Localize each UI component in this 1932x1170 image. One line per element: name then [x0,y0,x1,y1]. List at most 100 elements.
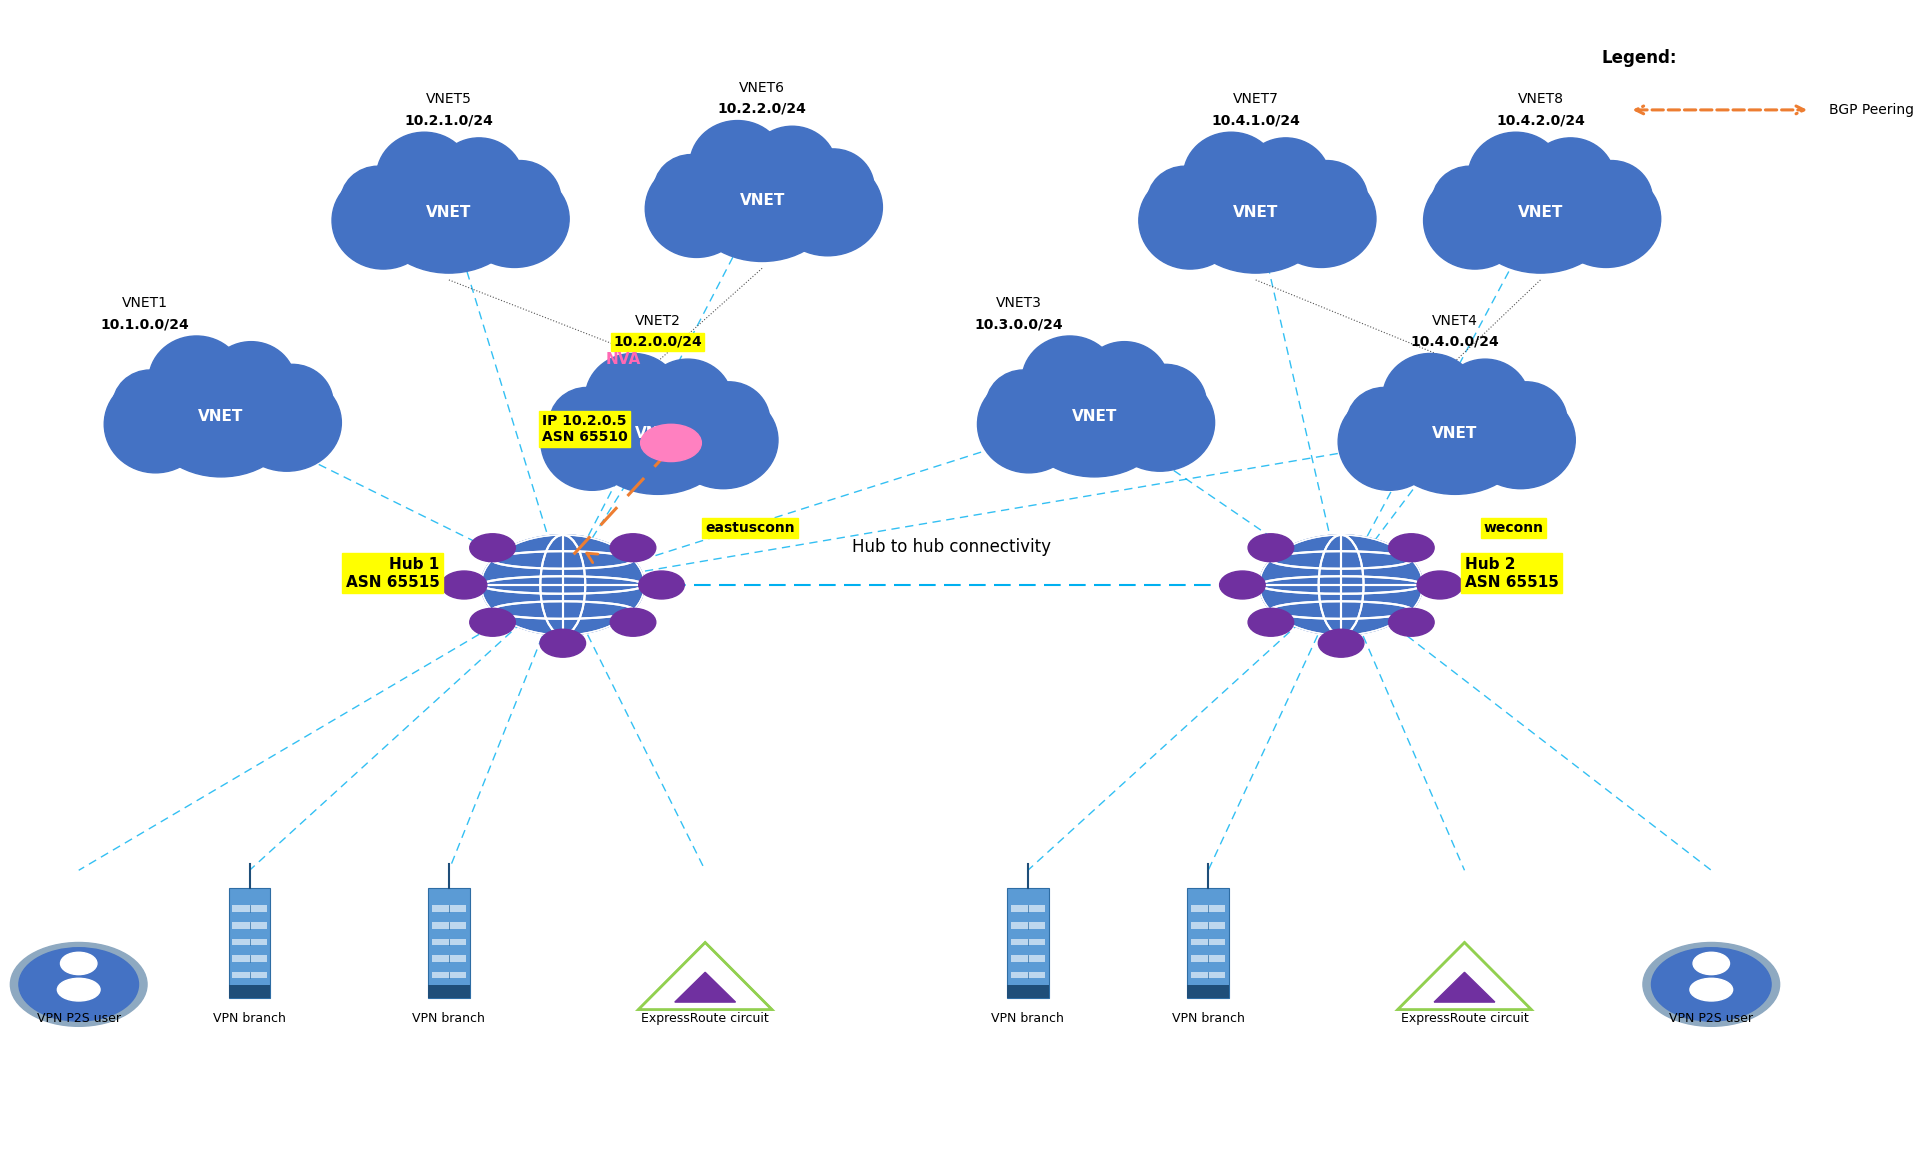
Circle shape [1652,948,1772,1021]
Text: VNET: VNET [1233,205,1279,220]
Ellipse shape [1690,978,1733,1002]
Ellipse shape [1347,387,1422,460]
Circle shape [60,952,97,975]
Circle shape [469,534,516,562]
Ellipse shape [690,121,784,209]
FancyBboxPatch shape [433,955,466,962]
Text: ExpressRoute circuit: ExpressRoute circuit [1401,1012,1528,1025]
Circle shape [1389,534,1434,562]
Ellipse shape [1124,364,1206,442]
Ellipse shape [435,138,524,222]
Ellipse shape [643,359,732,443]
Ellipse shape [688,140,837,261]
Text: 10.3.0.0/24: 10.3.0.0/24 [974,317,1063,331]
Text: VNET4: VNET4 [1432,314,1478,328]
Ellipse shape [773,159,883,256]
Ellipse shape [251,364,332,442]
Ellipse shape [1571,160,1652,239]
FancyBboxPatch shape [232,938,267,945]
Text: VNET: VNET [199,408,243,424]
Circle shape [541,629,585,658]
Circle shape [469,608,516,636]
Text: 10.1.0.0/24: 10.1.0.0/24 [100,317,189,331]
FancyBboxPatch shape [232,906,267,913]
Circle shape [1318,629,1364,658]
FancyBboxPatch shape [429,985,469,998]
Ellipse shape [549,387,624,460]
FancyBboxPatch shape [1007,888,1049,998]
FancyBboxPatch shape [429,888,469,998]
FancyBboxPatch shape [433,938,466,945]
Ellipse shape [149,336,243,425]
Ellipse shape [1148,166,1223,239]
Circle shape [10,943,147,1026]
Ellipse shape [985,370,1061,443]
Ellipse shape [1468,132,1563,221]
Ellipse shape [460,171,570,268]
Ellipse shape [377,132,471,221]
FancyBboxPatch shape [1010,955,1045,962]
FancyBboxPatch shape [232,955,267,962]
Text: VNET1: VNET1 [122,296,168,310]
Text: IP 10.2.0.5
ASN 65510: IP 10.2.0.5 ASN 65510 [541,414,628,445]
Text: VNET2: VNET2 [636,314,680,328]
Circle shape [1642,943,1779,1026]
Text: VPN branch: VPN branch [1173,1012,1244,1025]
Ellipse shape [1551,171,1662,268]
Ellipse shape [1287,160,1368,239]
Ellipse shape [332,172,435,269]
Text: 10.2.2.0/24: 10.2.2.0/24 [717,102,806,116]
Text: VNET: VNET [1519,205,1563,220]
FancyBboxPatch shape [433,906,466,913]
Text: Legend:: Legend: [1602,49,1677,68]
Ellipse shape [1242,138,1329,222]
Circle shape [1219,571,1265,599]
Text: VPN P2S user: VPN P2S user [1669,1012,1752,1025]
Text: VNET7: VNET7 [1233,92,1279,106]
Text: VNET: VNET [740,193,784,208]
Circle shape [611,534,655,562]
Ellipse shape [104,376,207,473]
Ellipse shape [1486,381,1567,460]
FancyBboxPatch shape [433,922,466,929]
Circle shape [611,608,655,636]
FancyBboxPatch shape [232,922,267,929]
Ellipse shape [112,370,187,443]
Text: Hub 1
ASN 65515: Hub 1 ASN 65515 [346,557,439,590]
Circle shape [1248,608,1294,636]
Circle shape [1416,571,1463,599]
Text: 10.4.1.0/24: 10.4.1.0/24 [1211,113,1300,128]
Text: VPN P2S user: VPN P2S user [37,1012,120,1025]
Ellipse shape [1466,392,1575,489]
Ellipse shape [1267,171,1376,268]
Text: VNET: VNET [636,426,680,441]
Text: VNET8: VNET8 [1517,92,1563,106]
Text: 10.4.0.0/24: 10.4.0.0/24 [1410,335,1499,349]
Text: weconn: weconn [1484,521,1544,535]
Circle shape [481,535,645,635]
Ellipse shape [748,126,837,211]
FancyBboxPatch shape [1010,922,1045,929]
Ellipse shape [1180,152,1331,273]
FancyBboxPatch shape [1010,906,1045,913]
Text: VNET: VNET [427,205,471,220]
Ellipse shape [1383,353,1478,442]
Ellipse shape [583,373,732,495]
FancyBboxPatch shape [1192,972,1225,978]
Text: VPN branch: VPN branch [412,1012,485,1025]
FancyBboxPatch shape [1188,985,1229,998]
Ellipse shape [688,381,769,460]
Circle shape [639,571,684,599]
Ellipse shape [1339,393,1441,490]
FancyBboxPatch shape [433,972,466,978]
Text: Hub to hub connectivity: Hub to hub connectivity [852,538,1051,556]
Text: VNET: VNET [1432,426,1478,441]
Ellipse shape [1138,172,1242,269]
FancyBboxPatch shape [1007,985,1049,998]
Text: VNET3: VNET3 [995,296,1041,310]
Ellipse shape [340,166,415,239]
Ellipse shape [792,149,873,227]
Polygon shape [674,972,736,1002]
FancyBboxPatch shape [228,888,270,998]
FancyBboxPatch shape [1010,972,1045,978]
